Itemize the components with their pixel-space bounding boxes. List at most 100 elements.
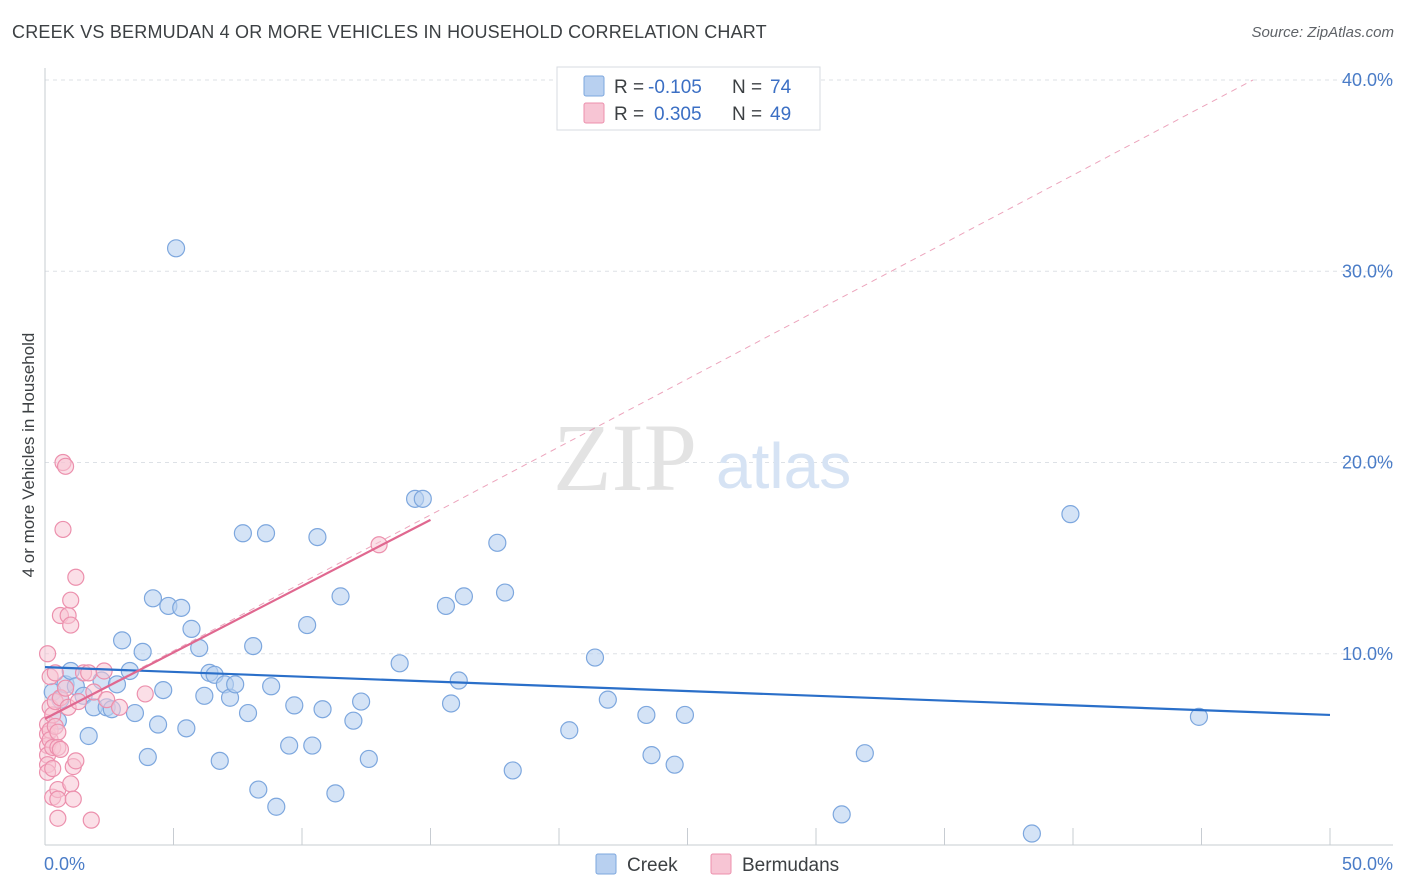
axes: 10.0% 20.0% 30.0% 40.0% 0.0% 50.0%: [44, 68, 1393, 874]
data-points: [38, 239, 1331, 843]
creek-point: [267, 797, 286, 816]
bermudans-point: [62, 591, 80, 609]
creek-point: [138, 747, 157, 767]
legend-bermudans-n-value: 49: [770, 104, 791, 125]
creek-point: [495, 583, 515, 602]
creek-point: [1061, 505, 1080, 524]
creek-point: [177, 719, 196, 738]
creek-point: [249, 780, 268, 799]
bottom-legend: Creek Bermudans: [595, 853, 839, 876]
creek-point: [331, 587, 350, 606]
creek-point: [166, 239, 186, 258]
bermudans-point: [82, 811, 100, 829]
bottom-legend-bermudans-label: Bermudans: [742, 855, 839, 876]
legend-creek-r-label: R =: [614, 77, 644, 98]
creek-point: [303, 736, 322, 755]
creek-point: [488, 533, 507, 552]
bermudans-point: [80, 664, 98, 682]
creek-point: [112, 631, 132, 650]
bermudans-point: [46, 664, 64, 682]
creek-point: [226, 675, 245, 694]
creek-point: [675, 705, 695, 725]
bottom-legend-creek-swatch: [595, 853, 617, 875]
watermark-zip: ZIP: [553, 404, 697, 511]
creek-point: [195, 686, 214, 705]
creek-point: [352, 692, 371, 711]
bermudans-point: [67, 568, 85, 586]
legend-creek-n-value: 74: [770, 77, 792, 98]
creek-point: [454, 587, 474, 606]
grid: [45, 79, 1393, 655]
creek-point: [855, 744, 874, 763]
y-tick-label: 30.0%: [1342, 261, 1393, 281]
creek-point: [359, 749, 378, 769]
bermudans-point: [56, 457, 75, 475]
bermudans-trend-extension: [44, 79, 1254, 720]
bermudans-point: [64, 790, 82, 808]
y-tick-label: 10.0%: [1342, 644, 1393, 664]
creek-point: [832, 805, 851, 824]
creek-point: [148, 715, 168, 734]
creek-point: [244, 636, 263, 656]
bermudans-point: [54, 520, 72, 539]
legend-bermudans-r-label: R =: [614, 104, 644, 125]
legend-creek-r-value: -0.105: [648, 77, 702, 98]
bermudans-point: [136, 685, 154, 703]
creek-point: [285, 696, 304, 715]
creek-point: [598, 690, 617, 709]
watermark-atlas: atlas: [716, 430, 851, 502]
bermudans-point: [62, 775, 80, 793]
bermudans-point: [98, 691, 116, 709]
bermudans-point: [110, 698, 129, 716]
watermark: ZIP atlas: [553, 404, 851, 511]
legend-creek-swatch: [583, 75, 605, 97]
bermudans-point: [67, 752, 85, 770]
x-tick-label-max: 50.0%: [1342, 854, 1393, 874]
creek-point: [665, 755, 684, 774]
creek-point: [560, 721, 579, 740]
y-tick-label: 40.0%: [1342, 70, 1393, 90]
trend-lines: [44, 79, 1254, 720]
creek-point: [344, 711, 363, 730]
bottom-legend-creek-label: Creek: [627, 855, 678, 876]
legend-creek-n-label: N =: [732, 77, 762, 98]
creek-point: [390, 654, 409, 673]
bermudans-point: [62, 616, 80, 634]
creek-point: [326, 784, 345, 803]
creek-point: [256, 524, 276, 543]
bermudans-point: [56, 679, 75, 697]
chart-title: CREEK VS BERMUDAN 4 OR MORE VEHICLES IN …: [12, 22, 767, 42]
creek-point: [1022, 824, 1041, 843]
creek-point: [238, 703, 258, 723]
creek-point: [280, 736, 299, 755]
creek-point: [585, 648, 605, 667]
creek-point: [154, 680, 173, 700]
creek-point: [233, 524, 252, 543]
creek-point: [143, 589, 163, 608]
creek-point: [210, 751, 229, 770]
creek-trend-line: [44, 666, 1331, 717]
creek-point: [79, 726, 98, 746]
creek-point: [449, 671, 468, 690]
creek-point: [642, 746, 661, 765]
creek-point: [441, 694, 461, 713]
bottom-legend-bermudans-swatch: [710, 853, 732, 875]
creek-point: [308, 527, 327, 547]
creek-point: [125, 703, 145, 723]
legend-box: R = -0.105 N = 74 R = 0.305 N = 49: [556, 66, 821, 131]
creek-point: [313, 700, 332, 719]
legend-bermudans-n-label: N =: [732, 104, 762, 125]
creek-point: [172, 598, 191, 617]
creek-point: [182, 619, 201, 638]
creek-point: [413, 489, 432, 508]
bermudans-point: [38, 645, 57, 663]
bermudans-point: [95, 662, 113, 680]
bermudans-point: [49, 809, 67, 827]
source-label: Source: ZipAtlas.com: [1251, 24, 1394, 41]
creek-point: [1189, 707, 1209, 726]
creek-point: [637, 705, 656, 725]
creek-point: [298, 615, 317, 635]
bermudans-point: [49, 790, 67, 808]
legend-bermudans-r-value: 0.305: [654, 104, 702, 125]
